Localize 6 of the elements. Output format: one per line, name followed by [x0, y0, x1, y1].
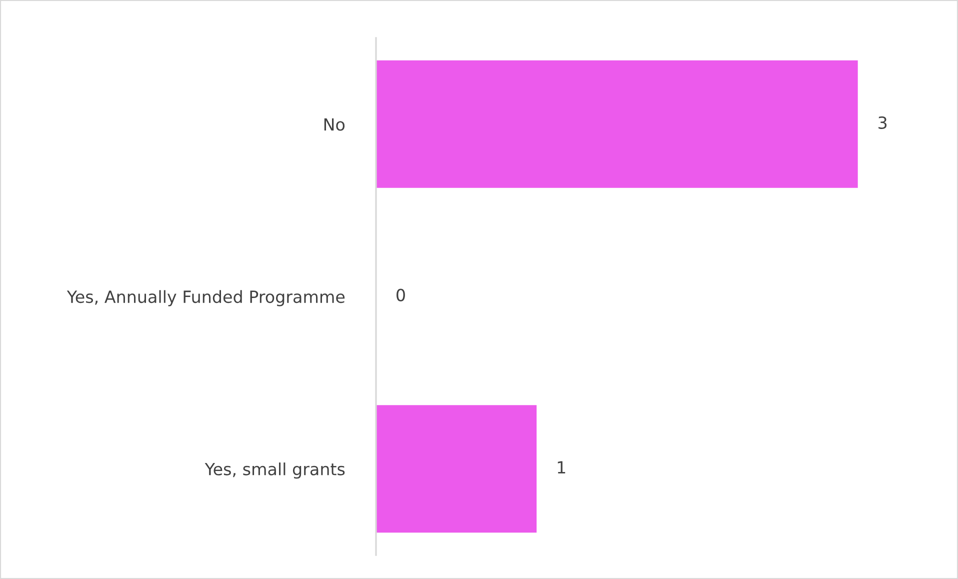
data-label: 3	[878, 116, 887, 130]
data-label: 1	[558, 461, 566, 474]
data-label: 0	[396, 288, 405, 302]
y-tick-label: Yes, Annually Funded Programme	[66, 290, 345, 306]
y-tick-label: Yes, small grants	[204, 462, 345, 479]
y-tick-label: No	[324, 118, 345, 131]
